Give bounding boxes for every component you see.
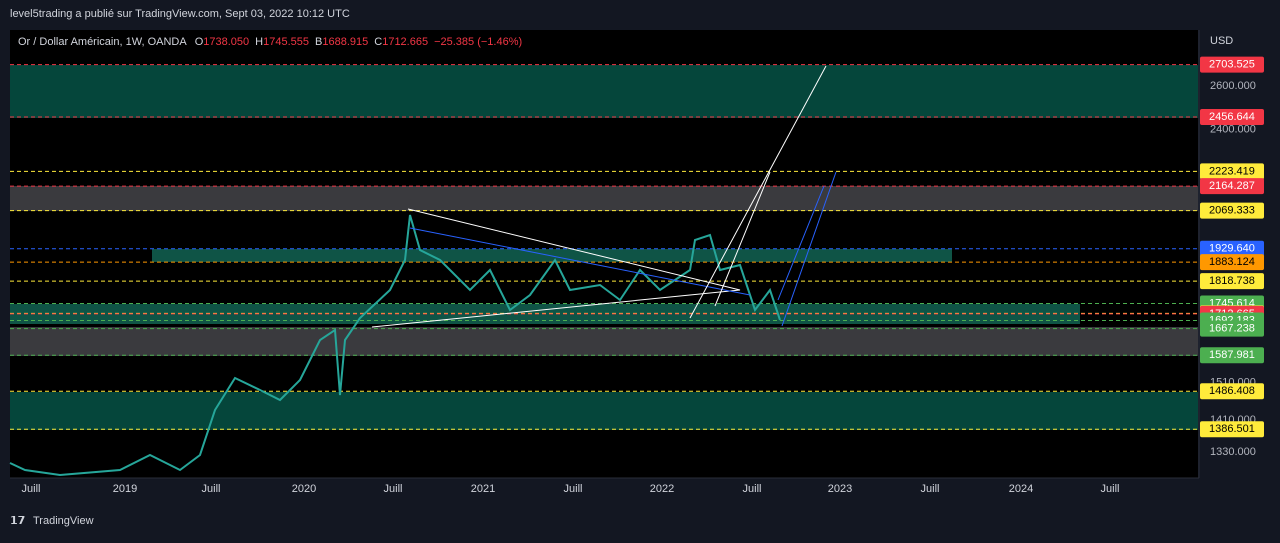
value: 1738.050 [203,36,249,48]
arrow [689,65,827,319]
currency: USD [1210,35,1233,47]
price-badge [1200,347,1264,364]
price-badge-label: 1929.640 [1209,243,1255,255]
symbol: Or / Dollar Américain, 1W, OANDA [18,36,187,48]
arrow [781,171,837,327]
time-label: Juill [1101,483,1120,495]
price-badge [1200,56,1264,73]
price-tick: 2600.000 [1210,80,1256,92]
price-badge [1200,254,1264,271]
value: 1745.555 [263,36,309,48]
price-badge-label: 2069.333 [1209,205,1255,217]
time-label: Juill [202,483,221,495]
time-label: Juill [921,483,940,495]
arrow [777,185,825,301]
value: 1712.665 [382,36,428,48]
key: O [195,36,204,48]
change: −25.385 (−1.46%) [434,36,522,48]
trendline [409,227,751,296]
price-path [9,214,781,477]
price-badge [1200,163,1264,180]
price-tick: 2400.000 [1210,124,1256,136]
price-badge [1200,178,1264,195]
time-label: Juill [22,483,41,495]
zone [10,65,1198,118]
price-badge-label: 2703.525 [1209,59,1255,71]
footer-brand: TradingView [33,515,94,527]
publisher: level5trading a publié sur TradingView.c… [10,8,350,20]
legend: Or / Dollar Américain, 1W, OANDA O1738.05… [18,36,522,48]
zone [10,186,1198,211]
time-label: Juill [743,483,762,495]
price-badge [1200,202,1264,219]
value: 1688.915 [322,36,368,48]
price-badge-label: 2456.644 [1209,111,1255,123]
price-badge [1200,273,1264,290]
footer-logo: 𝟭𝟳 [10,515,25,527]
price-badge-label: 2223.419 [1209,165,1255,177]
price-badge [1200,421,1264,438]
time-label: 2020 [292,483,316,495]
time-label: 2021 [471,483,495,495]
price-badge-label: 1883.124 [1209,256,1255,268]
zone [10,392,1198,430]
key: B [315,36,322,48]
time-label: 2022 [650,483,674,495]
price-badge [1200,320,1264,337]
key: C [374,36,382,48]
arrow [714,171,771,307]
price-tick: 1330.000 [1210,446,1256,458]
time-label: Juill [384,483,403,495]
key: H [255,36,263,48]
price-badge [1200,108,1264,125]
time-label: 2019 [113,483,137,495]
time-label: 2023 [828,483,852,495]
time-label: 2024 [1009,483,1033,495]
price-badge-label: 1667.238 [1209,323,1255,335]
trendline [371,208,741,328]
drawings [371,65,837,328]
price-badge-label: 2164.287 [1209,180,1255,192]
price-badge [1200,383,1264,400]
price-badge-label: 1386.501 [1209,423,1255,435]
price-badge-label: 1587.981 [1209,349,1255,361]
price-badge-label: 1818.738 [1209,275,1255,287]
price-badge-label: 1486.408 [1209,385,1255,397]
time-label: Juill [564,483,583,495]
zone [10,327,1198,356]
price-badge [1200,240,1264,257]
